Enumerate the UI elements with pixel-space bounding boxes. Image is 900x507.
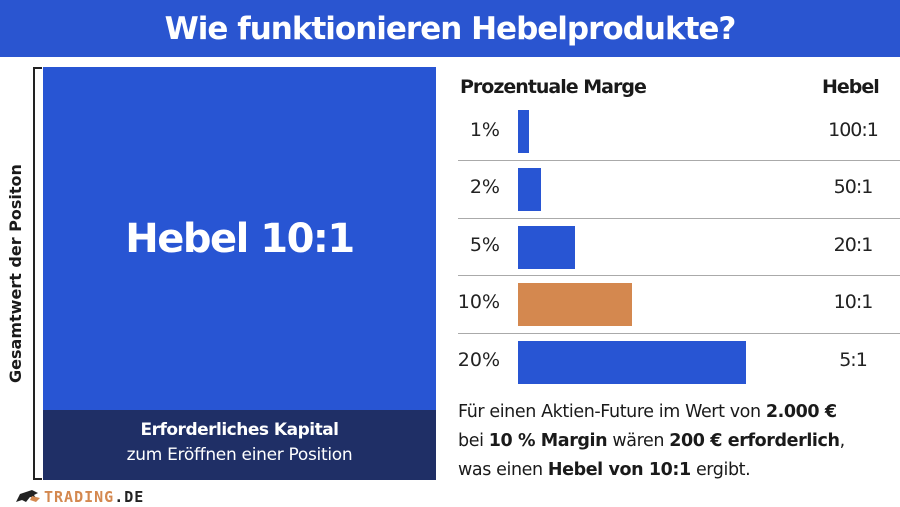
margin-row: 1% 100:1 (458, 102, 900, 160)
margin-row: 20% 5:1 (458, 333, 900, 391)
required-capital-subtitle: zum Eröffnen einer Position (126, 445, 353, 465)
margin-column-header: Prozentuale Marge (460, 76, 647, 98)
margin-label: 1% (469, 119, 500, 141)
margin-bar (518, 110, 530, 153)
margin-label: 5% (469, 234, 500, 256)
vertical-label-text: Gesamtwert der Positon (5, 158, 25, 389)
leverage-box-label: Hebel 10:1 (125, 215, 355, 262)
margin-bar (518, 226, 575, 269)
bull-icon (16, 490, 40, 502)
leverage-value: 10:1 (833, 291, 874, 313)
margin-label: 2% (469, 176, 500, 198)
margin-row: 2% 50:1 (458, 160, 900, 218)
logo-text: TRADING.DE (44, 488, 145, 506)
margin-bar (518, 283, 632, 326)
margin-bar (518, 168, 541, 211)
position-value-box: Hebel 10:1 (43, 67, 436, 410)
required-capital-box: Erforderliches Kapital zum Eröffnen eine… (43, 410, 436, 480)
leverage-value: 50:1 (833, 176, 874, 198)
margin-row: 10% 10:1 (458, 275, 900, 333)
margin-label: 10% (457, 291, 500, 313)
header-bar: Wie funktionieren Hebelprodukte? (0, 0, 900, 57)
margin-bar (518, 341, 746, 384)
logo: TRADING.DE (14, 487, 144, 507)
margin-label: 20% (457, 349, 500, 371)
leverage-value: 5:1 (839, 349, 868, 371)
required-capital-title: Erforderliches Kapital (140, 420, 339, 440)
total-value-label: Gesamtwert der Positon (2, 67, 28, 480)
example-note: Für einen Aktien-Future im Wert von 2.00… (458, 402, 845, 480)
leverage-value: 20:1 (833, 234, 874, 256)
leverage-value: 100:1 (828, 119, 879, 141)
leverage-column-header: Hebel (822, 76, 880, 98)
bracket-line (33, 67, 42, 480)
margin-row: 5% 20:1 (458, 218, 900, 276)
page-title: Wie funktionieren Hebelprodukte? (164, 10, 737, 47)
